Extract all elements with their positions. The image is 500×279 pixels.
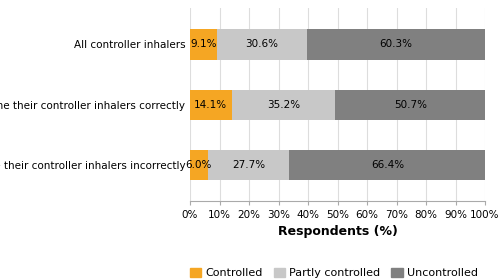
Text: 6.0%: 6.0% <box>186 160 212 170</box>
Text: 35.2%: 35.2% <box>267 100 300 110</box>
Text: 9.1%: 9.1% <box>190 39 216 49</box>
Text: 60.3%: 60.3% <box>380 39 412 49</box>
Bar <box>190 90 232 120</box>
Text: 27.7%: 27.7% <box>232 160 265 170</box>
Bar <box>217 29 307 59</box>
Bar <box>307 29 485 59</box>
Bar <box>190 150 208 180</box>
Bar <box>336 90 485 120</box>
Text: 50.7%: 50.7% <box>394 100 426 110</box>
Text: 14.1%: 14.1% <box>194 100 228 110</box>
Bar <box>290 150 486 180</box>
X-axis label: Respondents (%): Respondents (%) <box>278 225 398 239</box>
Bar <box>208 150 290 180</box>
Legend: Controlled, Partly controlled, Uncontrolled: Controlled, Partly controlled, Uncontrol… <box>190 268 478 278</box>
Text: 30.6%: 30.6% <box>246 39 278 49</box>
Bar <box>232 90 336 120</box>
Text: 66.4%: 66.4% <box>371 160 404 170</box>
Bar <box>190 29 217 59</box>
